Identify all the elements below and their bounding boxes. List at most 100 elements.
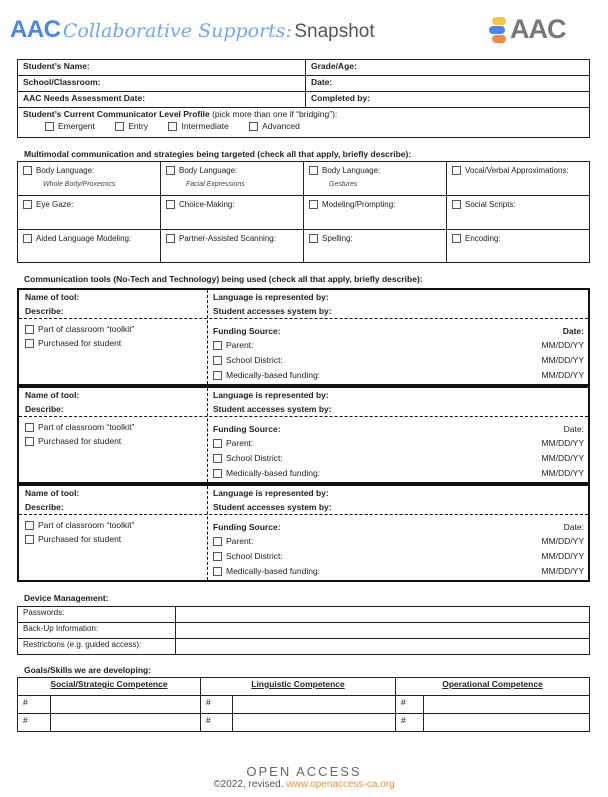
funding-option[interactable]: Medically-based funding: bbox=[213, 564, 320, 579]
funding-date[interactable]: MM/DD/YY bbox=[541, 340, 585, 350]
goal-field[interactable] bbox=[231, 713, 397, 732]
funding-option[interactable]: School District: bbox=[213, 549, 283, 564]
strategy-cell[interactable]: Social Scripts: bbox=[446, 195, 590, 230]
strategy-cell[interactable]: Body Language: Whole Body/Proxemics bbox=[17, 161, 161, 196]
checkbox[interactable] bbox=[25, 437, 34, 447]
strategy-cell[interactable]: Partner-Assisted Scanning: bbox=[160, 229, 304, 263]
toolkit-option[interactable]: Part of classroom “toolkit” bbox=[25, 322, 134, 337]
restrictions-field[interactable] bbox=[175, 638, 590, 655]
access-field[interactable]: Student accesses system by: bbox=[213, 502, 332, 512]
checkbox[interactable] bbox=[309, 234, 318, 244]
toolkit-option[interactable]: Part of classroom “toolkit” bbox=[25, 518, 134, 533]
strategy-cell[interactable]: Modeling/Prompting: bbox=[303, 195, 447, 230]
purchased-option[interactable]: Purchased for student bbox=[25, 336, 121, 351]
level-advanced[interactable]: Advanced bbox=[249, 121, 300, 132]
checkbox[interactable] bbox=[25, 423, 34, 433]
school-field[interactable]: School/Classroom: bbox=[17, 75, 306, 92]
tool-describe-field[interactable]: Describe: bbox=[25, 404, 64, 414]
checkbox[interactable] bbox=[25, 339, 34, 349]
passwords-field[interactable] bbox=[175, 606, 590, 623]
tool-describe-field[interactable]: Describe: bbox=[25, 502, 64, 512]
funding-option[interactable]: Parent: bbox=[213, 534, 253, 549]
funding-option[interactable]: School District: bbox=[213, 451, 283, 466]
strategy-label: Encoding: bbox=[465, 234, 501, 243]
goal-field[interactable] bbox=[423, 695, 590, 714]
checkbox[interactable] bbox=[23, 166, 32, 176]
strategy-cell[interactable]: Choice-Making: bbox=[160, 195, 304, 230]
strategy-cell[interactable]: Body Language: Facial Expressions bbox=[160, 161, 304, 196]
tool-name-field[interactable]: Name of tool: bbox=[25, 292, 80, 302]
funding-date[interactable]: MM/DD/YY bbox=[541, 551, 585, 561]
funding-date[interactable]: MM/DD/YY bbox=[541, 370, 585, 380]
tool-describe-field[interactable]: Describe: bbox=[25, 306, 64, 316]
funding-option[interactable]: Parent: bbox=[213, 436, 253, 451]
website-link[interactable]: www.openaccess-ca.org bbox=[286, 779, 395, 790]
access-field[interactable]: Student accesses system by: bbox=[213, 404, 332, 414]
checkbox[interactable] bbox=[25, 535, 34, 545]
level-intermediate[interactable]: Intermediate bbox=[168, 121, 229, 132]
date-field[interactable]: Date: bbox=[305, 75, 590, 92]
checkbox[interactable] bbox=[213, 567, 222, 577]
funding-date[interactable]: MM/DD/YY bbox=[541, 355, 585, 365]
checkbox[interactable] bbox=[213, 552, 222, 562]
toolkit-option[interactable]: Part of classroom “toolkit” bbox=[25, 420, 134, 435]
checkbox[interactable] bbox=[168, 122, 178, 132]
checkbox[interactable] bbox=[166, 166, 175, 176]
checkbox[interactable] bbox=[115, 122, 125, 132]
language-field[interactable]: Language is represented by: bbox=[213, 292, 329, 302]
strategy-cell[interactable]: Vocal/Verbal Approximations: bbox=[446, 161, 590, 196]
checkbox[interactable] bbox=[213, 341, 222, 351]
funding-date[interactable]: MM/DD/YY bbox=[541, 468, 585, 478]
funding-date[interactable]: MM/DD/YY bbox=[541, 438, 585, 448]
funding-option[interactable]: Medically-based funding: bbox=[213, 466, 320, 481]
goal-field[interactable] bbox=[231, 695, 397, 714]
strategy-cell[interactable]: Body Language: Gestures bbox=[303, 161, 447, 196]
completed-by-field[interactable]: Completed by: bbox=[305, 91, 590, 108]
grade-field[interactable]: Grade/Age: bbox=[305, 59, 590, 76]
goal-field[interactable] bbox=[50, 695, 201, 714]
checkbox[interactable] bbox=[45, 122, 54, 132]
funding-date[interactable]: MM/DD/YY bbox=[541, 453, 585, 463]
checkbox[interactable] bbox=[309, 166, 318, 176]
purchased-option[interactable]: Purchased for student bbox=[25, 532, 121, 547]
checkbox[interactable] bbox=[309, 200, 318, 210]
checkbox[interactable] bbox=[213, 469, 222, 479]
tool-name-field[interactable]: Name of tool: bbox=[25, 488, 80, 498]
checkbox[interactable] bbox=[452, 166, 461, 176]
strategy-cell[interactable]: Spelling: bbox=[303, 229, 447, 263]
assessment-date-field[interactable]: AAC Needs Assessment Date: bbox=[17, 91, 306, 108]
funding-date[interactable]: MM/DD/YY bbox=[541, 536, 585, 546]
purchased-option[interactable]: Purchased for student bbox=[25, 434, 121, 449]
level-emergent[interactable]: Emergent bbox=[45, 121, 95, 132]
funding-date[interactable]: MM/DD/YY bbox=[541, 566, 585, 576]
strategy-cell[interactable]: Aided Language Modeling: bbox=[17, 229, 161, 263]
funding-option[interactable]: Parent: bbox=[213, 338, 253, 353]
checkbox[interactable] bbox=[213, 356, 222, 366]
checkbox[interactable] bbox=[213, 371, 222, 381]
checkbox[interactable] bbox=[25, 325, 34, 335]
checkbox[interactable] bbox=[213, 454, 222, 464]
language-field[interactable]: Language is represented by: bbox=[213, 488, 329, 498]
checkbox[interactable] bbox=[25, 521, 34, 531]
strategy-cell[interactable]: Eye Gaze: bbox=[17, 195, 161, 230]
strategy-cell[interactable]: Encoding: bbox=[446, 229, 590, 263]
access-field[interactable]: Student accesses system by: bbox=[213, 306, 332, 316]
checkbox[interactable] bbox=[166, 200, 175, 210]
checkbox[interactable] bbox=[23, 200, 32, 210]
funding-option[interactable]: Medically-based funding: bbox=[213, 368, 320, 383]
level-entry[interactable]: Entry bbox=[115, 121, 148, 132]
funding-option[interactable]: School District: bbox=[213, 353, 283, 368]
tool-name-field[interactable]: Name of tool: bbox=[25, 390, 80, 400]
checkbox[interactable] bbox=[166, 234, 175, 244]
goal-field[interactable] bbox=[423, 713, 590, 732]
student-name-field[interactable]: Student’s Name: bbox=[17, 59, 306, 76]
checkbox[interactable] bbox=[249, 122, 259, 132]
goal-field[interactable] bbox=[50, 713, 201, 732]
backup-field[interactable] bbox=[175, 622, 590, 639]
language-field[interactable]: Language is represented by: bbox=[213, 390, 329, 400]
checkbox[interactable] bbox=[452, 200, 461, 210]
checkbox[interactable] bbox=[213, 439, 222, 449]
checkbox[interactable] bbox=[23, 234, 32, 244]
checkbox[interactable] bbox=[452, 234, 461, 244]
checkbox[interactable] bbox=[213, 537, 222, 547]
